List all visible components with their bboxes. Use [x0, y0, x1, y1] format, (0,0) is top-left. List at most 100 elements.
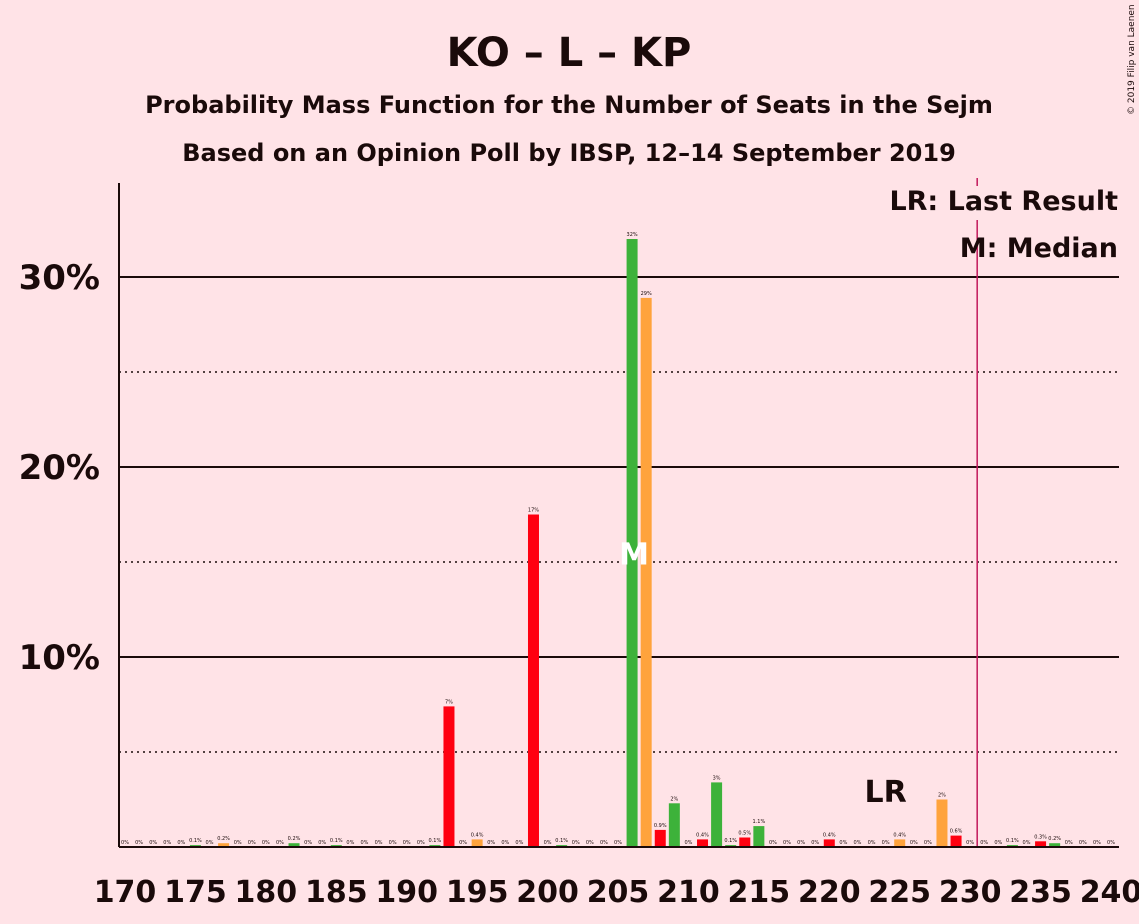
bar-seat-211 [697, 839, 709, 847]
bar-label-seat-230: 0% [966, 840, 974, 846]
bar-seat-229 [950, 835, 962, 847]
bar-label-seat-221: 0% [839, 840, 847, 846]
legend-bg-2 [980, 232, 1120, 266]
x-tick-235: 235 [1009, 875, 1072, 910]
bar-seat-177 [218, 843, 230, 847]
bar-label-seat-231: 0% [980, 840, 988, 846]
bar-label-seat-198: 0% [515, 840, 523, 846]
bar-label-seat-224: 0% [882, 840, 890, 846]
bar-label-seat-212: 3% [713, 775, 721, 781]
bar-label-seat-203: 0% [586, 840, 594, 846]
x-tick-215: 215 [728, 875, 791, 910]
bar-seat-212 [711, 782, 723, 847]
bar-seat-235 [1035, 841, 1047, 847]
bar-label-seat-205: 0% [614, 840, 622, 846]
bar-seat-193 [443, 706, 455, 847]
bar-seat-214 [739, 837, 751, 847]
bar-label-seat-171: 0% [135, 840, 143, 846]
y-tick-30: 30% [19, 258, 100, 298]
legend-bg-1 [935, 186, 1120, 220]
bar-label-seat-200: 0% [544, 840, 552, 846]
bar-seat-199 [527, 514, 539, 847]
legend-last-result: LR: Last Result [889, 186, 1118, 217]
bar-seat-182 [288, 843, 300, 847]
bar-label-seat-232: 0% [994, 840, 1002, 846]
bar-label-seat-220: 0.4% [823, 832, 836, 838]
bar-seat-236 [1049, 843, 1061, 847]
bar-label-seat-215: 1.1% [753, 819, 766, 825]
bar-label-seat-197: 0% [501, 840, 509, 846]
legend: LR: Last Result M: Median [889, 186, 1120, 266]
bar-label-seat-189: 0% [389, 840, 397, 846]
bar-seat-225 [894, 839, 906, 847]
bar-label-seat-180: 0% [262, 840, 270, 846]
bar-label-seat-192: 0.1% [429, 838, 442, 844]
bar-label-seat-226: 0% [910, 840, 918, 846]
bar-label-seat-211: 0.4% [696, 832, 709, 838]
bar-label-seat-222: 0% [853, 840, 861, 846]
bar-label-seat-194: 0% [459, 840, 467, 846]
x-tick-195: 195 [446, 875, 509, 910]
bar-label-seat-213: 0.1% [724, 838, 737, 844]
bar-seat-208 [654, 829, 666, 847]
bar-seat-195 [471, 839, 483, 847]
bar-label-seat-177: 0.2% [217, 836, 230, 842]
bar-label-seat-238: 0% [1079, 840, 1087, 846]
bar-label-seat-229: 0.6% [950, 829, 963, 835]
bar-label-seat-235: 0.3% [1034, 834, 1047, 840]
gridlines [119, 276, 1119, 753]
bar-label-seat-181: 0% [276, 840, 284, 846]
bar-label-seat-225: 0.4% [893, 832, 906, 838]
bar-label-seat-227: 0% [924, 840, 932, 846]
bar-label-seat-182: 0.2% [288, 836, 301, 842]
bar-label-seat-206: 32% [627, 232, 638, 238]
bar-label-seat-234: 0% [1023, 840, 1031, 846]
bar-seat-206 [626, 239, 638, 847]
x-tick-180: 180 [235, 875, 298, 910]
bar-label-seat-204: 0% [600, 840, 608, 846]
bar-label-seat-218: 0% [797, 840, 805, 846]
x-tick-205: 205 [587, 875, 650, 910]
bar-label-seat-174: 0% [177, 840, 185, 846]
bar-label-seat-207: 29% [641, 291, 652, 297]
bar-label-seat-217: 0% [783, 840, 791, 846]
bar-label-seat-223: 0% [868, 840, 876, 846]
median-marker: M [619, 538, 649, 573]
x-tick-170: 170 [94, 875, 157, 910]
bar-label-seat-175: 0.1% [189, 838, 202, 844]
bar-labels-group: 0% 0% 0% 0% 0% 0.1% 0% 0.2% 0% 0% 0% 0% 0.2% 0% 0% 0.1%… [121, 232, 1115, 846]
bar-seat-207 [640, 297, 652, 847]
bar-label-seat-183: 0% [304, 840, 312, 846]
bar-label-seat-210: 0% [684, 840, 692, 846]
bar-label-seat-199: 17% [528, 508, 539, 514]
bar-label-seat-236: 0.2% [1048, 836, 1061, 842]
x-tick-175: 175 [164, 875, 227, 910]
bar-label-seat-190: 0% [403, 840, 411, 846]
bar-label-seat-184: 0% [318, 840, 326, 846]
x-tick-190: 190 [375, 875, 438, 910]
x-tick-200: 200 [516, 875, 579, 910]
bar-label-seat-176: 0% [206, 840, 214, 846]
bar-label-seat-185: 0.1% [330, 838, 343, 844]
bar-label-seat-172: 0% [149, 840, 157, 846]
bar-seat-209 [668, 803, 680, 847]
x-tick-230: 230 [939, 875, 1002, 910]
chart-subtitle-2: Based on an Opinion Poll by IBSP, 12–14 … [182, 139, 956, 167]
bar-label-seat-195: 0.4% [471, 832, 484, 838]
bar-label-seat-188: 0% [375, 840, 383, 846]
chart-subtitle-1: Probability Mass Function for the Number… [145, 91, 993, 119]
bar-label-seat-202: 0% [572, 840, 580, 846]
bar-label-seat-170: 0% [121, 840, 129, 846]
bar-label-seat-209: 2% [670, 796, 678, 802]
x-tick-labels: 170 175 180 185 190 195 200 205 210 215 220 225 230 2… [94, 875, 1139, 910]
bar-label-seat-193: 7% [445, 699, 453, 705]
bar-label-seat-219: 0% [811, 840, 819, 846]
bar-label-seat-173: 0% [163, 840, 171, 846]
copyright-notice: © 2019 Filip van Laenen [1127, 4, 1137, 115]
y-tick-labels: 10% 20% 30% [19, 258, 100, 678]
x-tick-220: 220 [798, 875, 861, 910]
x-tick-225: 225 [868, 875, 931, 910]
bar-seat-228 [936, 799, 948, 847]
bar-label-seat-237: 0% [1065, 840, 1073, 846]
